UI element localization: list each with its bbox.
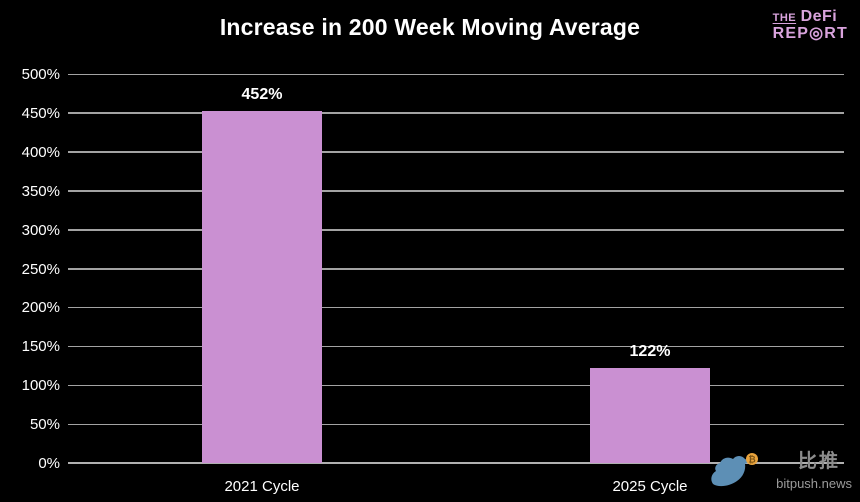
gridline	[68, 345, 844, 348]
y-axis-tick-label: 450%	[21, 104, 60, 122]
y-axis-tick-label: 400%	[21, 143, 60, 161]
gridline	[68, 190, 844, 192]
logo-defi-text: DeFi	[800, 8, 838, 25]
bar-value-label-2021-cycle: 452%	[241, 86, 283, 104]
bar-2021-cycle	[202, 111, 322, 463]
logo-report-text: REP◎RT	[772, 24, 848, 42]
plot-area: 452% 122%	[68, 73, 844, 464]
gridline	[68, 423, 844, 426]
bitpush-url-text: bitpush.news	[776, 476, 852, 491]
gridline	[68, 73, 844, 75]
y-axis-tick-label: 500%	[21, 66, 60, 83]
chart-title: Increase in 200 Week Moving Average	[219, 14, 641, 40]
y-axis-tick-label: 300%	[21, 221, 60, 239]
y-axis-tick-label: 350%	[21, 182, 60, 200]
gridline	[68, 151, 844, 153]
bitpush-watermark: ₿ 比推 bitpush.news	[709, 446, 854, 498]
bird-with-bitcoin-icon: ₿	[711, 453, 758, 487]
y-axis-tick-label: 100%	[21, 377, 60, 395]
y-axis-tick-label: 200%	[21, 299, 60, 317]
x-axis-line	[68, 462, 844, 464]
x-axis-category-label-2021-cycle: 2021 Cycle	[224, 478, 300, 495]
y-axis-tick-label: 0%	[38, 455, 60, 472]
y-axis-tick-label: 250%	[21, 260, 60, 278]
gridline	[68, 112, 844, 114]
logo-the-text: THE	[772, 12, 797, 24]
svg-text:₿: ₿	[748, 455, 755, 465]
x-axis-category-label-2025-cycle: 2025 Cycle	[612, 478, 688, 495]
gridline	[68, 306, 844, 309]
defi-report-logo: THE DeFi REP◎RT	[772, 8, 848, 43]
bar-2025-cycle	[590, 368, 710, 463]
y-axis-tick-label: 50%	[29, 416, 60, 434]
y-axis-tick-label: 150%	[21, 338, 60, 356]
bitpush-chinese-text: 比推	[797, 451, 840, 472]
gridline	[68, 384, 844, 387]
logo-line-1: THE DeFi	[772, 8, 848, 26]
gridline	[68, 268, 844, 270]
bar-value-label-2025-cycle: 122%	[629, 343, 671, 361]
gridline	[68, 229, 844, 231]
